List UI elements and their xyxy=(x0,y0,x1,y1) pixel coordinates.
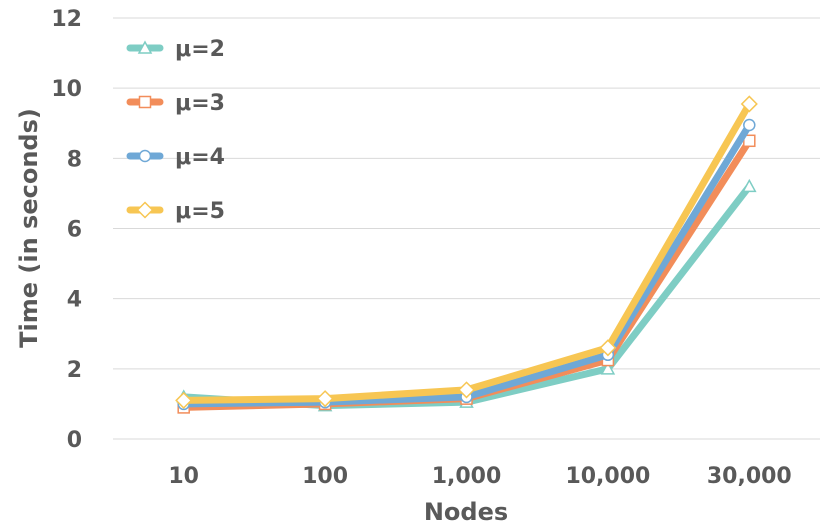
legend-marker xyxy=(138,95,152,109)
data-point xyxy=(599,339,617,357)
series-line xyxy=(180,182,753,410)
data-point xyxy=(742,178,757,193)
legend-marker xyxy=(137,40,153,54)
series-line xyxy=(180,137,753,411)
series-line xyxy=(180,121,753,408)
y-tick-label: 2 xyxy=(67,358,82,383)
legend-label: μ=3 xyxy=(175,91,225,116)
y-tick-label: 4 xyxy=(67,288,82,313)
x-tick-label: 100 xyxy=(302,464,348,489)
legend: μ=2 μ=3 μ=4 μ=5 xyxy=(126,37,225,224)
data-point xyxy=(743,118,756,132)
data-point xyxy=(600,361,616,375)
data-point xyxy=(457,381,476,399)
x-axis-title: Nodes xyxy=(424,498,508,525)
series-4 xyxy=(175,95,758,409)
y-tick-labels: 0 2 4 6 8 10 12 xyxy=(51,7,82,453)
series-2 xyxy=(177,134,756,414)
legend-label: μ=2 xyxy=(175,37,225,62)
data-point xyxy=(175,391,193,409)
data-point xyxy=(316,390,334,408)
y-tick-label: 10 xyxy=(51,77,82,102)
y-tick-label: 12 xyxy=(51,7,82,32)
y-axis-title: Time (in seconds) xyxy=(15,108,43,348)
data-point xyxy=(740,95,758,113)
x-tick-label: 10,000 xyxy=(565,464,650,489)
data-point xyxy=(743,134,756,148)
x-tick-labels: 10 100 1,000 10,000 30,000 xyxy=(168,464,791,489)
series-1 xyxy=(176,178,757,412)
legend-label: μ=5 xyxy=(175,199,225,224)
legend-marker xyxy=(136,201,154,219)
legend-item: μ=3 xyxy=(126,91,225,116)
legend-label: μ=4 xyxy=(175,145,225,170)
x-tick-label: 1,000 xyxy=(432,464,502,489)
x-tick-label: 30,000 xyxy=(707,464,792,489)
y-tick-label: 6 xyxy=(67,218,82,243)
legend-marker xyxy=(138,149,152,163)
series-layer xyxy=(175,95,758,414)
gridlines xyxy=(113,17,820,440)
legend-item: μ=2 xyxy=(126,37,225,62)
y-tick-label: 8 xyxy=(67,147,82,172)
x-tick-label: 10 xyxy=(168,464,199,489)
legend-item: μ=5 xyxy=(126,199,225,224)
y-tick-label: 0 xyxy=(67,428,82,453)
legend-item: μ=4 xyxy=(126,145,225,170)
series-line xyxy=(180,100,753,404)
